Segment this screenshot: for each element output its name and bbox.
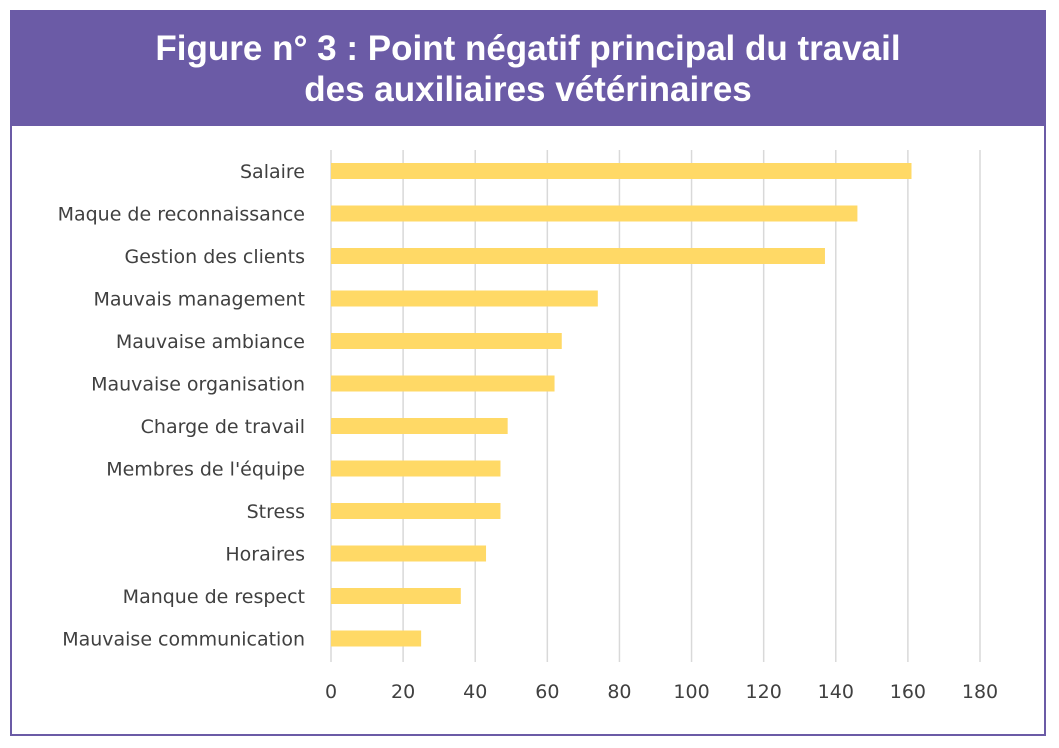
bar (331, 545, 487, 562)
bar (331, 290, 598, 307)
x-tick-label: 0 (325, 681, 337, 703)
figure-frame: Figure n° 3 : Point négatif principal du… (10, 10, 1046, 736)
category-label: Mauvaise organisation (91, 374, 305, 396)
x-tick-label: 20 (391, 681, 415, 703)
x-tick-label: 120 (746, 681, 782, 703)
x-tick-label: 60 (535, 681, 559, 703)
bar (331, 205, 858, 222)
category-label: Charge de travail (141, 416, 305, 438)
category-label: Mauvais management (94, 289, 305, 311)
x-tick-label: 140 (818, 681, 854, 703)
category-label: Horaires (225, 544, 305, 566)
bar (331, 163, 912, 179)
bar (331, 630, 422, 647)
category-label: Salaire (240, 161, 305, 183)
bar (331, 460, 501, 477)
category-label: Membres de l'équipe (106, 459, 305, 481)
category-label: Manque de respect (123, 586, 305, 608)
bar (331, 333, 562, 349)
figure-title-line1: Figure n° 3 : Point négatif principal du… (155, 29, 901, 68)
x-tick-label: 160 (890, 681, 926, 703)
category-label: Maque de reconnaissance (58, 204, 305, 226)
category-label: Gestion des clients (124, 246, 305, 268)
category-label: Mauvaise ambiance (116, 331, 305, 353)
bar (331, 375, 555, 392)
x-tick-label: 40 (463, 681, 487, 703)
x-tick-label: 180 (962, 681, 998, 703)
bar (331, 248, 825, 264)
bar (331, 503, 501, 519)
figure-title-line2: des auxiliaires vétérinaires (304, 70, 752, 109)
x-tick-label: 80 (607, 681, 631, 703)
category-label: Stress (247, 501, 305, 523)
bar (331, 588, 461, 604)
bar (331, 418, 508, 434)
x-tick-label: 100 (673, 681, 709, 703)
category-label: Mauvaise communication (62, 629, 305, 651)
figure-header: Figure n° 3 : Point négatif principal du… (12, 12, 1044, 126)
